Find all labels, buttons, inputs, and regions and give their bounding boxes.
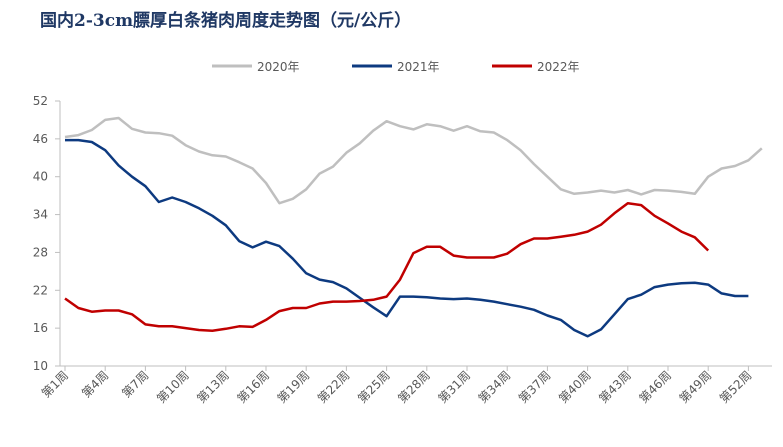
x-tick-label: 第52周 [717, 368, 755, 406]
x-tick-label: 第40周 [556, 368, 594, 406]
x-tick-label: 第16周 [234, 368, 272, 406]
x-tick-label: 第7周 [119, 368, 151, 400]
x-tick-label: 第28周 [395, 368, 433, 406]
x-tick-label: 第46周 [636, 368, 674, 406]
y-tick-label: 28 [33, 245, 48, 259]
x-tick-label: 第31周 [435, 368, 473, 406]
legend-label: 2022年 [537, 60, 580, 74]
x-tick-label: 第13周 [194, 368, 232, 406]
x-tick-label: 第1周 [39, 368, 71, 400]
y-tick-label: 34 [33, 208, 48, 222]
legend-label: 2020年 [257, 60, 300, 74]
x-tick-label: 第37周 [516, 368, 554, 406]
x-tick-label: 第4周 [79, 368, 111, 400]
series-line [64, 116, 763, 205]
y-tick-label: 52 [33, 94, 48, 108]
y-tick-label: 22 [33, 283, 48, 297]
y-tick-label: 40 [33, 170, 48, 184]
x-tick-label: 第19周 [275, 368, 313, 406]
chart-title: 国内2-3cm膘厚白条猪肉周度走势图（元/公斤） [40, 10, 411, 31]
series-line [64, 201, 710, 332]
x-tick-label: 第25周 [355, 368, 393, 406]
y-tick-label: 10 [33, 359, 48, 373]
series-line [65, 138, 749, 338]
x-tick-label: 第34周 [476, 368, 514, 406]
x-tick-label: 第49周 [677, 368, 715, 406]
y-tick-label: 16 [33, 321, 48, 335]
x-tick-label: 第43周 [596, 368, 634, 406]
x-tick-label: 第10周 [154, 368, 192, 406]
legend-label: 2021年 [397, 60, 440, 74]
y-tick-label: 46 [33, 132, 48, 146]
x-tick-label: 第22周 [315, 368, 353, 406]
